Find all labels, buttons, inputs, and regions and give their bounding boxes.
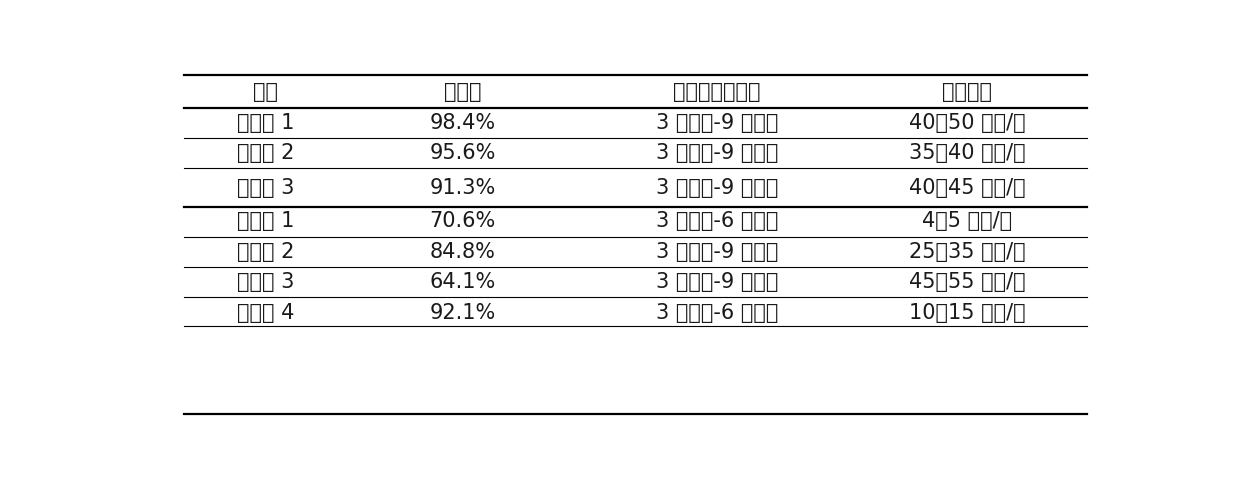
Text: 35～40 万尾/亩: 35～40 万尾/亩 [909, 143, 1025, 163]
Text: 98.4%: 98.4% [429, 113, 496, 133]
Text: 84.8%: 84.8% [429, 242, 496, 262]
Text: 3 月上旬-9 月中旬: 3 月上旬-9 月中旬 [656, 143, 779, 163]
Text: 4～5 万尾/亩: 4～5 万尾/亩 [923, 212, 1012, 231]
Text: 小龙虾出苗时段: 小龙虾出苗时段 [673, 82, 761, 102]
Text: 64.1%: 64.1% [429, 272, 496, 292]
Text: 45～55 万尾/亩: 45～55 万尾/亩 [909, 272, 1025, 292]
Text: 3 月上旬-6 月上旬: 3 月上旬-6 月上旬 [656, 303, 779, 323]
Text: 91.3%: 91.3% [429, 178, 496, 198]
Text: 25～35 万尾/亩: 25～35 万尾/亩 [909, 242, 1025, 262]
Text: 3 月上旬-9 月中旬: 3 月上旬-9 月中旬 [656, 272, 779, 292]
Text: 存活率: 存活率 [444, 82, 481, 102]
Text: 实施例 1: 实施例 1 [237, 113, 294, 133]
Text: 3 月上旬-9 月中旬: 3 月上旬-9 月中旬 [656, 113, 779, 133]
Text: 组别: 组别 [253, 82, 278, 102]
Text: 70.6%: 70.6% [429, 212, 496, 231]
Text: 3 月上旬-9 月中旬: 3 月上旬-9 月中旬 [656, 242, 779, 262]
Text: 95.6%: 95.6% [429, 143, 496, 163]
Text: 92.1%: 92.1% [429, 303, 496, 323]
Text: 40～45 万尾/亩: 40～45 万尾/亩 [909, 178, 1025, 198]
Text: 养殖产量: 养殖产量 [942, 82, 992, 102]
Text: 对比例 4: 对比例 4 [237, 303, 294, 323]
Text: 对比例 1: 对比例 1 [237, 212, 294, 231]
Text: 3 月上旬-9 月中旬: 3 月上旬-9 月中旬 [656, 178, 779, 198]
Text: 40～50 万尾/亩: 40～50 万尾/亩 [909, 113, 1025, 133]
Text: 3 月上旬-6 月下旬: 3 月上旬-6 月下旬 [656, 212, 779, 231]
Text: 对比例 3: 对比例 3 [237, 272, 294, 292]
Text: 实施例 2: 实施例 2 [237, 143, 294, 163]
Text: 对比例 2: 对比例 2 [237, 242, 294, 262]
Text: 10～15 万尾/亩: 10～15 万尾/亩 [909, 303, 1025, 323]
Text: 实施例 3: 实施例 3 [237, 178, 294, 198]
